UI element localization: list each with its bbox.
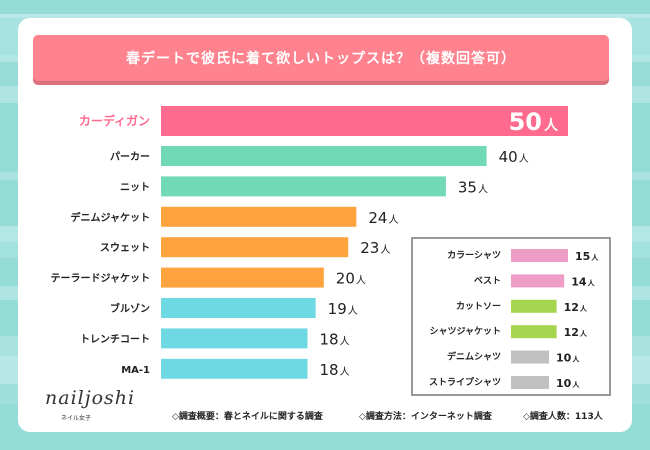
inset-value-label: 15人 — [575, 250, 599, 263]
value-label: 23人 — [360, 239, 390, 257]
nailjoshi-logo: nailjoshi — [45, 387, 136, 409]
bar — [161, 237, 349, 258]
inset-value-label: 12人 — [564, 301, 588, 314]
inset-bar — [511, 274, 565, 288]
bar — [161, 298, 316, 318]
inset-category-label: シャツジャケット — [429, 326, 501, 337]
inset-category-label: ベスト — [474, 275, 501, 286]
value-label: 40人 — [499, 148, 529, 166]
footer-survey-summary: ◇調査概要：春とネイルに関する調査 — [172, 412, 323, 422]
inset-category-label: デニムシャツ — [447, 351, 501, 363]
category-label: パーカー — [110, 151, 150, 163]
category-label: ブルゾン — [110, 302, 150, 315]
category-label: MA-1 — [121, 365, 150, 376]
inset-bar — [511, 299, 557, 313]
value-label: 18人 — [320, 361, 350, 379]
value-label: 20人 — [336, 270, 366, 288]
inset-value-label: 12人 — [564, 326, 588, 339]
category-label: デニムジャケット — [71, 211, 151, 224]
value-label: 18人 — [320, 330, 350, 348]
category-label: カーディガン — [79, 113, 150, 128]
value-label: 24人 — [368, 209, 398, 227]
bar — [161, 328, 308, 349]
title-banner: 春デートで彼氏に着て欲しいトップスは？（複数回答可） — [33, 35, 609, 81]
inset-value-label: 10人 — [556, 352, 580, 365]
category-label: スウェット — [100, 242, 150, 254]
category-label: ニット — [120, 181, 150, 193]
chart-title: 春デートで彼氏に着て欲しいトップスは？（複数回答可） — [126, 51, 516, 67]
inset-category-label: カラーシャツ — [447, 250, 501, 261]
category-label: トレンチコート — [80, 333, 150, 345]
footer-survey-method: ◇調査方法：インターネット調査 — [359, 412, 492, 422]
inset-category-label: ストライプシャツ — [429, 376, 501, 388]
category-label: テーラードジャケット — [51, 273, 151, 285]
bar — [161, 267, 324, 288]
inset-value-label: 10人 — [556, 377, 580, 390]
bar — [161, 106, 568, 136]
logo-subtitle: ネイル女子 — [61, 415, 92, 422]
value-label: 50 人 — [509, 108, 559, 136]
inset-bar — [511, 325, 557, 339]
bar — [161, 206, 357, 227]
inset-bar — [511, 249, 568, 262]
bar — [161, 176, 446, 197]
inset-category-label: カットソー — [456, 301, 501, 312]
bar — [161, 146, 487, 166]
footer-survey-count: ◇調査人数：113人 — [523, 412, 603, 422]
inset-bar — [511, 350, 549, 364]
value-label: 19人 — [328, 300, 358, 318]
inset-value-label: 14人 — [571, 275, 595, 288]
inset-bar — [511, 376, 549, 389]
inset-box — [411, 237, 611, 396]
value-label: 35人 — [458, 178, 488, 196]
bar — [161, 358, 308, 379]
